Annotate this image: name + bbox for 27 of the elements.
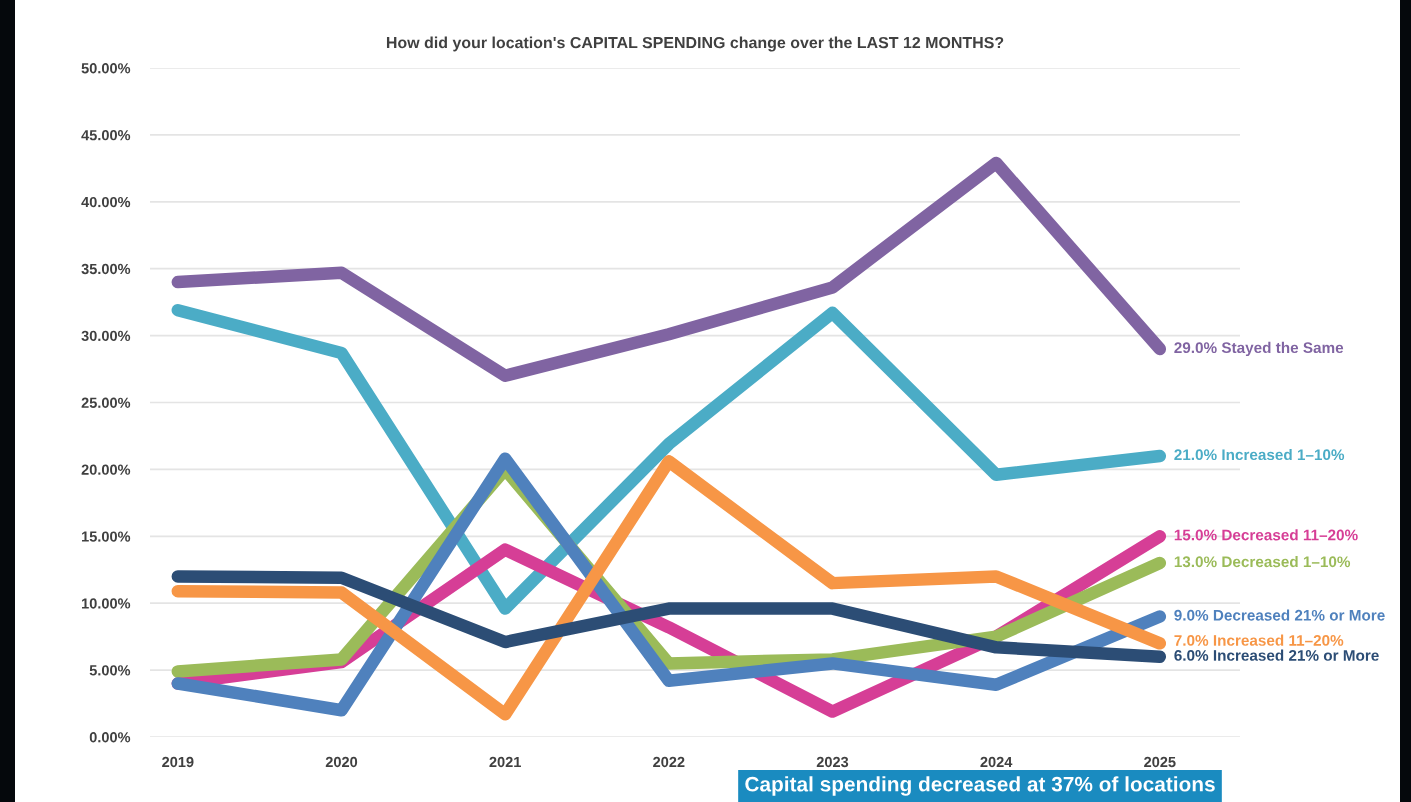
x-tick-label: 2021 (489, 756, 521, 768)
y-tick-label: 30.00% (81, 330, 131, 342)
x-tick-label: 2024 (980, 756, 1013, 768)
y-tick-label: 0.00% (89, 732, 131, 743)
y-tick-label: 40.00% (81, 196, 131, 208)
y-tick-label: 20.00% (81, 464, 131, 475)
y-tick-label: 35.00% (81, 263, 131, 275)
y-tick-label: 45.00% (81, 130, 131, 141)
series-label: 9.0% Decreased 21% or More (1174, 609, 1385, 621)
y-tick-label: 15.00% (82, 531, 131, 542)
x-tick-label: 2025 (1144, 756, 1176, 768)
x-tick-label: 2020 (325, 756, 358, 768)
x-tick-label: 2019 (162, 756, 194, 768)
y-tick-label: 25.00% (81, 397, 131, 408)
x-tick-label: 2023 (816, 756, 849, 768)
series-label: 6.0% Increased 21% or More (1174, 649, 1379, 661)
series-label: 15.0% Decreased 11–20% (1174, 529, 1358, 541)
chart-title: How did your location's CAPITAL SPENDING change over the LAST 12 MONTHS? (386, 36, 1004, 52)
y-tick-label: 10.00% (82, 598, 131, 609)
series-label: 13.0% Decreased 1–10% (1174, 555, 1351, 568)
series-label: 21.0% Increased 1–10% (1174, 448, 1345, 461)
series-label: 29.0% Stayed the Same (1174, 341, 1344, 357)
x-tick-label: 2022 (653, 756, 685, 768)
series-label: 7.0% Increased 11–20% (1174, 634, 1344, 646)
y-tick-label: 50.00% (81, 63, 131, 74)
y-tick-label: 5.00% (89, 665, 131, 676)
text: Capital spending decreased at 37% of locations (745, 776, 1215, 796)
